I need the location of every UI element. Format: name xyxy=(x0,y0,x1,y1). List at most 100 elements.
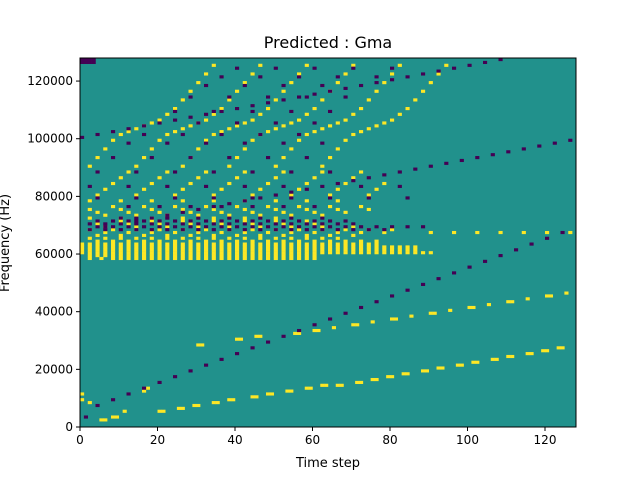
heatmap-cell-high xyxy=(103,187,108,191)
heatmap-cell-high xyxy=(173,205,178,209)
heatmap-cell-high xyxy=(304,112,309,116)
heatmap-cell-high xyxy=(242,219,247,223)
heatmap-cell-high xyxy=(355,380,360,385)
heatmap-cell-high xyxy=(304,181,309,186)
heatmap-cell-high xyxy=(382,81,387,85)
heatmap-cell-high xyxy=(242,81,247,85)
heatmap-cell-low xyxy=(297,132,302,137)
heatmap-cell-high xyxy=(343,181,348,186)
heatmap-cell-high xyxy=(297,72,302,76)
heatmap-cell-low xyxy=(397,184,402,188)
heatmap-cell-low xyxy=(374,81,379,85)
heatmap-cell-low xyxy=(165,213,170,217)
heatmap-cell-high xyxy=(188,233,193,237)
heatmap-cell-low xyxy=(328,196,333,200)
heatmap-cell-high xyxy=(273,254,278,258)
heatmap-cell-high xyxy=(188,245,193,249)
heatmap-cell-low xyxy=(281,98,286,102)
heatmap-cell-low xyxy=(211,109,216,114)
heatmap-cell-high xyxy=(165,236,170,240)
heatmap-cell-high xyxy=(335,121,340,125)
heatmap-cell-low xyxy=(335,75,340,79)
heatmap-cell-high xyxy=(405,245,410,249)
heatmap-cell-low xyxy=(266,340,271,344)
heatmap-cell-low xyxy=(126,219,131,223)
heatmap-cell-high xyxy=(266,130,271,134)
heatmap-cell-low xyxy=(180,222,185,226)
heatmap-cell-high xyxy=(359,130,364,134)
heatmap-cell-high xyxy=(196,248,201,252)
heatmap-cell-high xyxy=(297,138,302,142)
heatmap-cell-high xyxy=(393,317,399,321)
heatmap-cell-high xyxy=(521,230,526,235)
heatmap-cell-high xyxy=(235,256,240,261)
heatmap-cell-low xyxy=(359,83,364,88)
heatmap-cell-low xyxy=(165,222,170,226)
heatmap-cell-high xyxy=(235,124,240,128)
heatmap-cell-high xyxy=(188,181,193,186)
heatmap-cell-high xyxy=(80,398,85,402)
heatmap-cell-high xyxy=(118,251,123,255)
heatmap-cell-low xyxy=(242,228,247,232)
heatmap-cell-high xyxy=(87,164,92,168)
x-axis-ticks: 0 20 40 60 80 100 120 xyxy=(76,427,556,447)
heatmap-cell-high xyxy=(242,207,247,212)
heatmap-cell-low xyxy=(289,190,294,194)
heatmap-cell-low xyxy=(95,196,100,200)
heatmap-cell-high xyxy=(211,254,216,258)
heatmap-cell-high xyxy=(227,213,232,217)
heatmap-cell-high xyxy=(266,256,271,261)
heatmap-cell-high xyxy=(374,239,379,243)
heatmap-cell-high xyxy=(312,254,317,258)
heatmap-cell-high xyxy=(390,317,395,321)
heatmap-cell-low xyxy=(173,375,178,379)
heatmap-cell-low xyxy=(560,230,565,235)
heatmap-cell-high xyxy=(397,63,402,67)
heatmap-cell-high xyxy=(285,389,290,393)
heatmap-cell-low xyxy=(328,219,333,223)
heatmap-cell-low xyxy=(134,222,139,226)
heatmap-cell-low xyxy=(126,205,131,209)
heatmap-cell-low xyxy=(111,156,116,160)
heatmap-cell-low xyxy=(498,58,503,62)
heatmap-cell-low xyxy=(149,222,154,226)
heatmap-cell-high xyxy=(304,63,309,67)
heatmap-cell-high xyxy=(343,228,348,232)
heatmap-cell-high xyxy=(188,222,193,226)
heatmap-cell-high xyxy=(281,210,286,214)
heatmap-cell-high xyxy=(103,147,108,151)
heatmap-cell-high xyxy=(335,236,340,240)
heatmap-cell-low xyxy=(490,153,495,157)
heatmap-cell-high xyxy=(87,207,92,212)
heatmap-cell-high xyxy=(351,323,356,327)
heatmap-cell-low xyxy=(83,58,89,62)
heatmap-cell-low xyxy=(390,78,395,82)
heatmap-cell-low xyxy=(467,63,472,67)
heatmap-cell-high xyxy=(320,383,325,387)
heatmap-cell-high xyxy=(219,210,224,214)
heatmap-cell-high xyxy=(188,256,193,261)
heatmap-cell-low xyxy=(95,225,100,229)
heatmap-cell-high xyxy=(219,187,224,191)
heatmap-cell-high xyxy=(211,248,216,252)
heatmap-cell-high xyxy=(242,216,247,220)
heatmap-cell-high xyxy=(428,311,433,315)
heatmap-cell-low xyxy=(95,170,100,174)
heatmap-cell-high xyxy=(343,248,348,252)
heatmap-cell-high xyxy=(359,239,364,243)
heatmap-cell-high xyxy=(258,256,263,261)
heatmap-cell-high xyxy=(351,248,356,252)
heatmap-cell-high xyxy=(413,248,418,252)
heatmap-cell-low xyxy=(111,225,116,229)
heatmap-cell-high xyxy=(188,248,193,252)
heatmap-cell-low xyxy=(289,196,294,200)
heatmap-cell-low xyxy=(134,228,139,232)
heatmap-cell-high xyxy=(118,256,123,261)
heatmap-cell-high xyxy=(87,199,92,203)
heatmap-cell-low xyxy=(204,219,209,223)
heatmap-cell-high xyxy=(289,389,294,393)
heatmap-cell-high xyxy=(320,225,325,229)
heatmap-cell-high xyxy=(180,199,185,203)
heatmap-cell-high xyxy=(374,251,379,255)
heatmap-cell-high xyxy=(560,346,565,350)
